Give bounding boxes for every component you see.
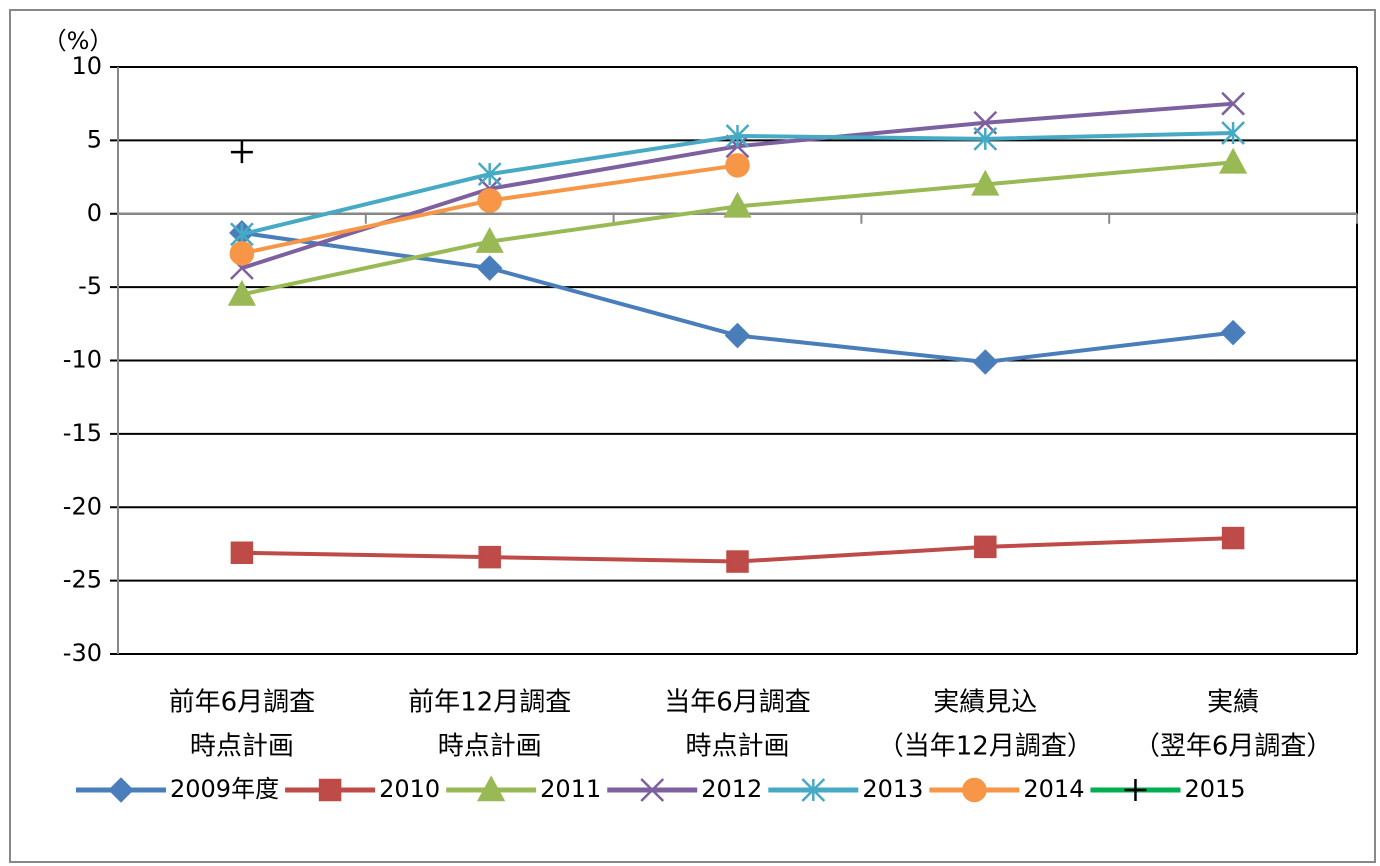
y-tick-label: -15 — [63, 419, 102, 447]
marker — [974, 535, 997, 559]
legend-label: 2014 — [1023, 775, 1084, 803]
legend-label: 2012 — [701, 775, 762, 803]
y-tick-label: 0 — [87, 199, 102, 227]
marker — [477, 162, 502, 187]
x-tick-label: （翌年6月調査） — [1134, 732, 1333, 762]
marker — [477, 188, 502, 213]
marker — [108, 777, 134, 803]
marker — [1220, 319, 1246, 346]
x-tick-label: 時点計画 — [438, 732, 542, 762]
legend-item: 2011 — [446, 775, 601, 803]
x-tick-label: 時点計画 — [685, 732, 789, 762]
legend-item: 2014 — [929, 775, 1084, 803]
x-tick-label: 実績見込 — [933, 688, 1037, 718]
y-tick-label: -10 — [63, 346, 102, 374]
legend-item: 2015 — [1090, 775, 1246, 803]
marker — [227, 279, 257, 306]
marker — [1218, 147, 1248, 174]
marker — [476, 255, 503, 281]
y-tick-label: -20 — [63, 492, 102, 520]
marker — [230, 141, 253, 164]
y-tick-label: -30 — [63, 639, 102, 667]
marker — [475, 227, 504, 253]
marker — [230, 541, 254, 564]
x-tick-label: 前年6月調査 — [169, 688, 316, 718]
y-tick-label: 10 — [71, 52, 102, 80]
marker — [726, 550, 749, 573]
marker — [972, 349, 999, 375]
x-tick-label: 前年12月調査 — [408, 688, 571, 718]
marker — [962, 777, 987, 803]
legend-label: 2010 — [379, 775, 440, 803]
marker — [725, 124, 750, 148]
x-tick-label: （当年12月調査） — [878, 732, 1093, 762]
legend-label: 2009年度 — [170, 775, 279, 803]
marker — [318, 778, 342, 802]
marker — [723, 191, 752, 218]
marker — [724, 322, 751, 349]
x-tick-label: 時点計画 — [190, 732, 294, 762]
legend-item: 2010 — [285, 775, 440, 803]
marker — [477, 775, 506, 802]
y-tick-label: -5 — [78, 272, 102, 300]
legend-item: 2009年度 — [76, 775, 279, 803]
marker — [1124, 779, 1147, 801]
legend-item: 2013 — [768, 775, 923, 803]
y-tick-label: -25 — [63, 566, 102, 594]
marker — [973, 127, 998, 151]
y-tick-label: 5 — [87, 125, 102, 153]
marker — [229, 241, 255, 266]
x-tick-label: 実績 — [1207, 688, 1259, 718]
legend-label: 2011 — [540, 775, 601, 803]
x-tick-label: 当年6月調査 — [664, 688, 811, 718]
legend-item: 2012 — [607, 775, 762, 803]
legend-label: 2015 — [1184, 775, 1245, 803]
marker — [725, 153, 750, 178]
marker — [640, 778, 665, 802]
legend-label: 2013 — [862, 775, 923, 803]
marker — [1221, 526, 1245, 550]
marker — [478, 545, 501, 569]
marker — [1221, 121, 1245, 145]
marker — [801, 778, 826, 802]
y-axis-label: （%） — [43, 27, 114, 55]
marker — [971, 169, 1000, 196]
marker — [1221, 91, 1245, 116]
